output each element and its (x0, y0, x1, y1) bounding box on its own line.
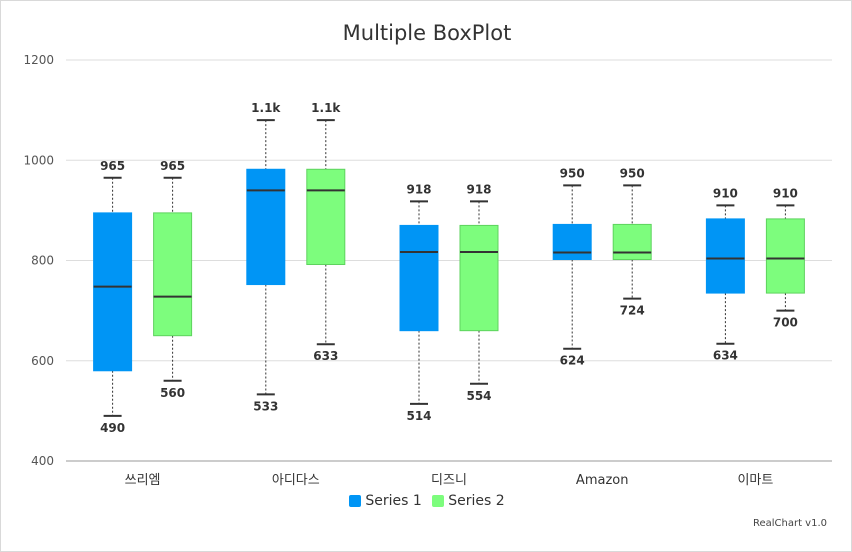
series-2-box (765, 218, 805, 294)
series-1-min-label: 634 (713, 349, 738, 363)
series-2-box (306, 168, 346, 266)
series-2-max-label: 950 (620, 166, 645, 180)
legend: Series 1 Series 2 (1, 493, 852, 511)
series-1-box (552, 223, 592, 260)
y-tick-label: 1000 (23, 153, 54, 167)
series-1-max-label: 965 (100, 159, 125, 173)
x-category-label: 쓰리엠 (125, 473, 161, 488)
x-category-label: 아디다스 (272, 473, 320, 488)
series-2-min-label: 724 (620, 304, 645, 318)
series-2-max-label: 1.1k (311, 101, 341, 115)
x-category-label: Amazon (576, 473, 629, 488)
credits: RealChart v1.0 (752, 518, 827, 529)
legend-item-series-1[interactable]: Series 1 (349, 493, 422, 509)
series-2-max-label: 918 (466, 182, 491, 196)
series-1-max-label: 950 (560, 166, 585, 180)
series-1-box (93, 212, 133, 372)
legend-swatch-series-1 (349, 495, 362, 507)
series-1-box (246, 168, 286, 286)
series-2-max-label: 965 (160, 159, 185, 173)
chart-title: Multiple BoxPlot (342, 21, 512, 45)
series-2-min-label: 700 (773, 316, 798, 330)
series-2-min-label: 554 (466, 389, 491, 403)
series-1-max-label: 918 (406, 182, 431, 196)
series-1-max-label: 1.1k (251, 101, 281, 115)
series-1-min-label: 533 (253, 399, 278, 413)
x-category-label: 이마트 (737, 473, 773, 488)
legend-swatch-series-2 (432, 495, 445, 507)
y-tick-label: 1200 (23, 53, 54, 67)
y-tick-label: 600 (31, 354, 54, 368)
series-2-max-label: 910 (773, 186, 798, 200)
series-2-box (612, 223, 652, 260)
series-2-box (153, 212, 193, 337)
series-1-min-label: 514 (406, 409, 431, 423)
series-1-box (399, 224, 439, 332)
x-category-label: 디즈니 (431, 473, 467, 488)
y-tick-label: 400 (31, 454, 54, 468)
series-2-box (459, 224, 499, 332)
series-2-min-label: 633 (313, 349, 338, 363)
series-1-box (705, 218, 745, 294)
legend-item-series-2[interactable]: Series 2 (432, 493, 505, 509)
series-1-min-label: 490 (100, 421, 125, 435)
legend-label-series-1: Series 1 (365, 493, 422, 509)
series-2-min-label: 560 (160, 386, 185, 400)
y-tick-label: 800 (31, 254, 54, 268)
legend-label-series-2: Series 2 (448, 493, 505, 509)
series-1-min-label: 624 (560, 354, 585, 368)
series-1-max-label: 910 (713, 186, 738, 200)
